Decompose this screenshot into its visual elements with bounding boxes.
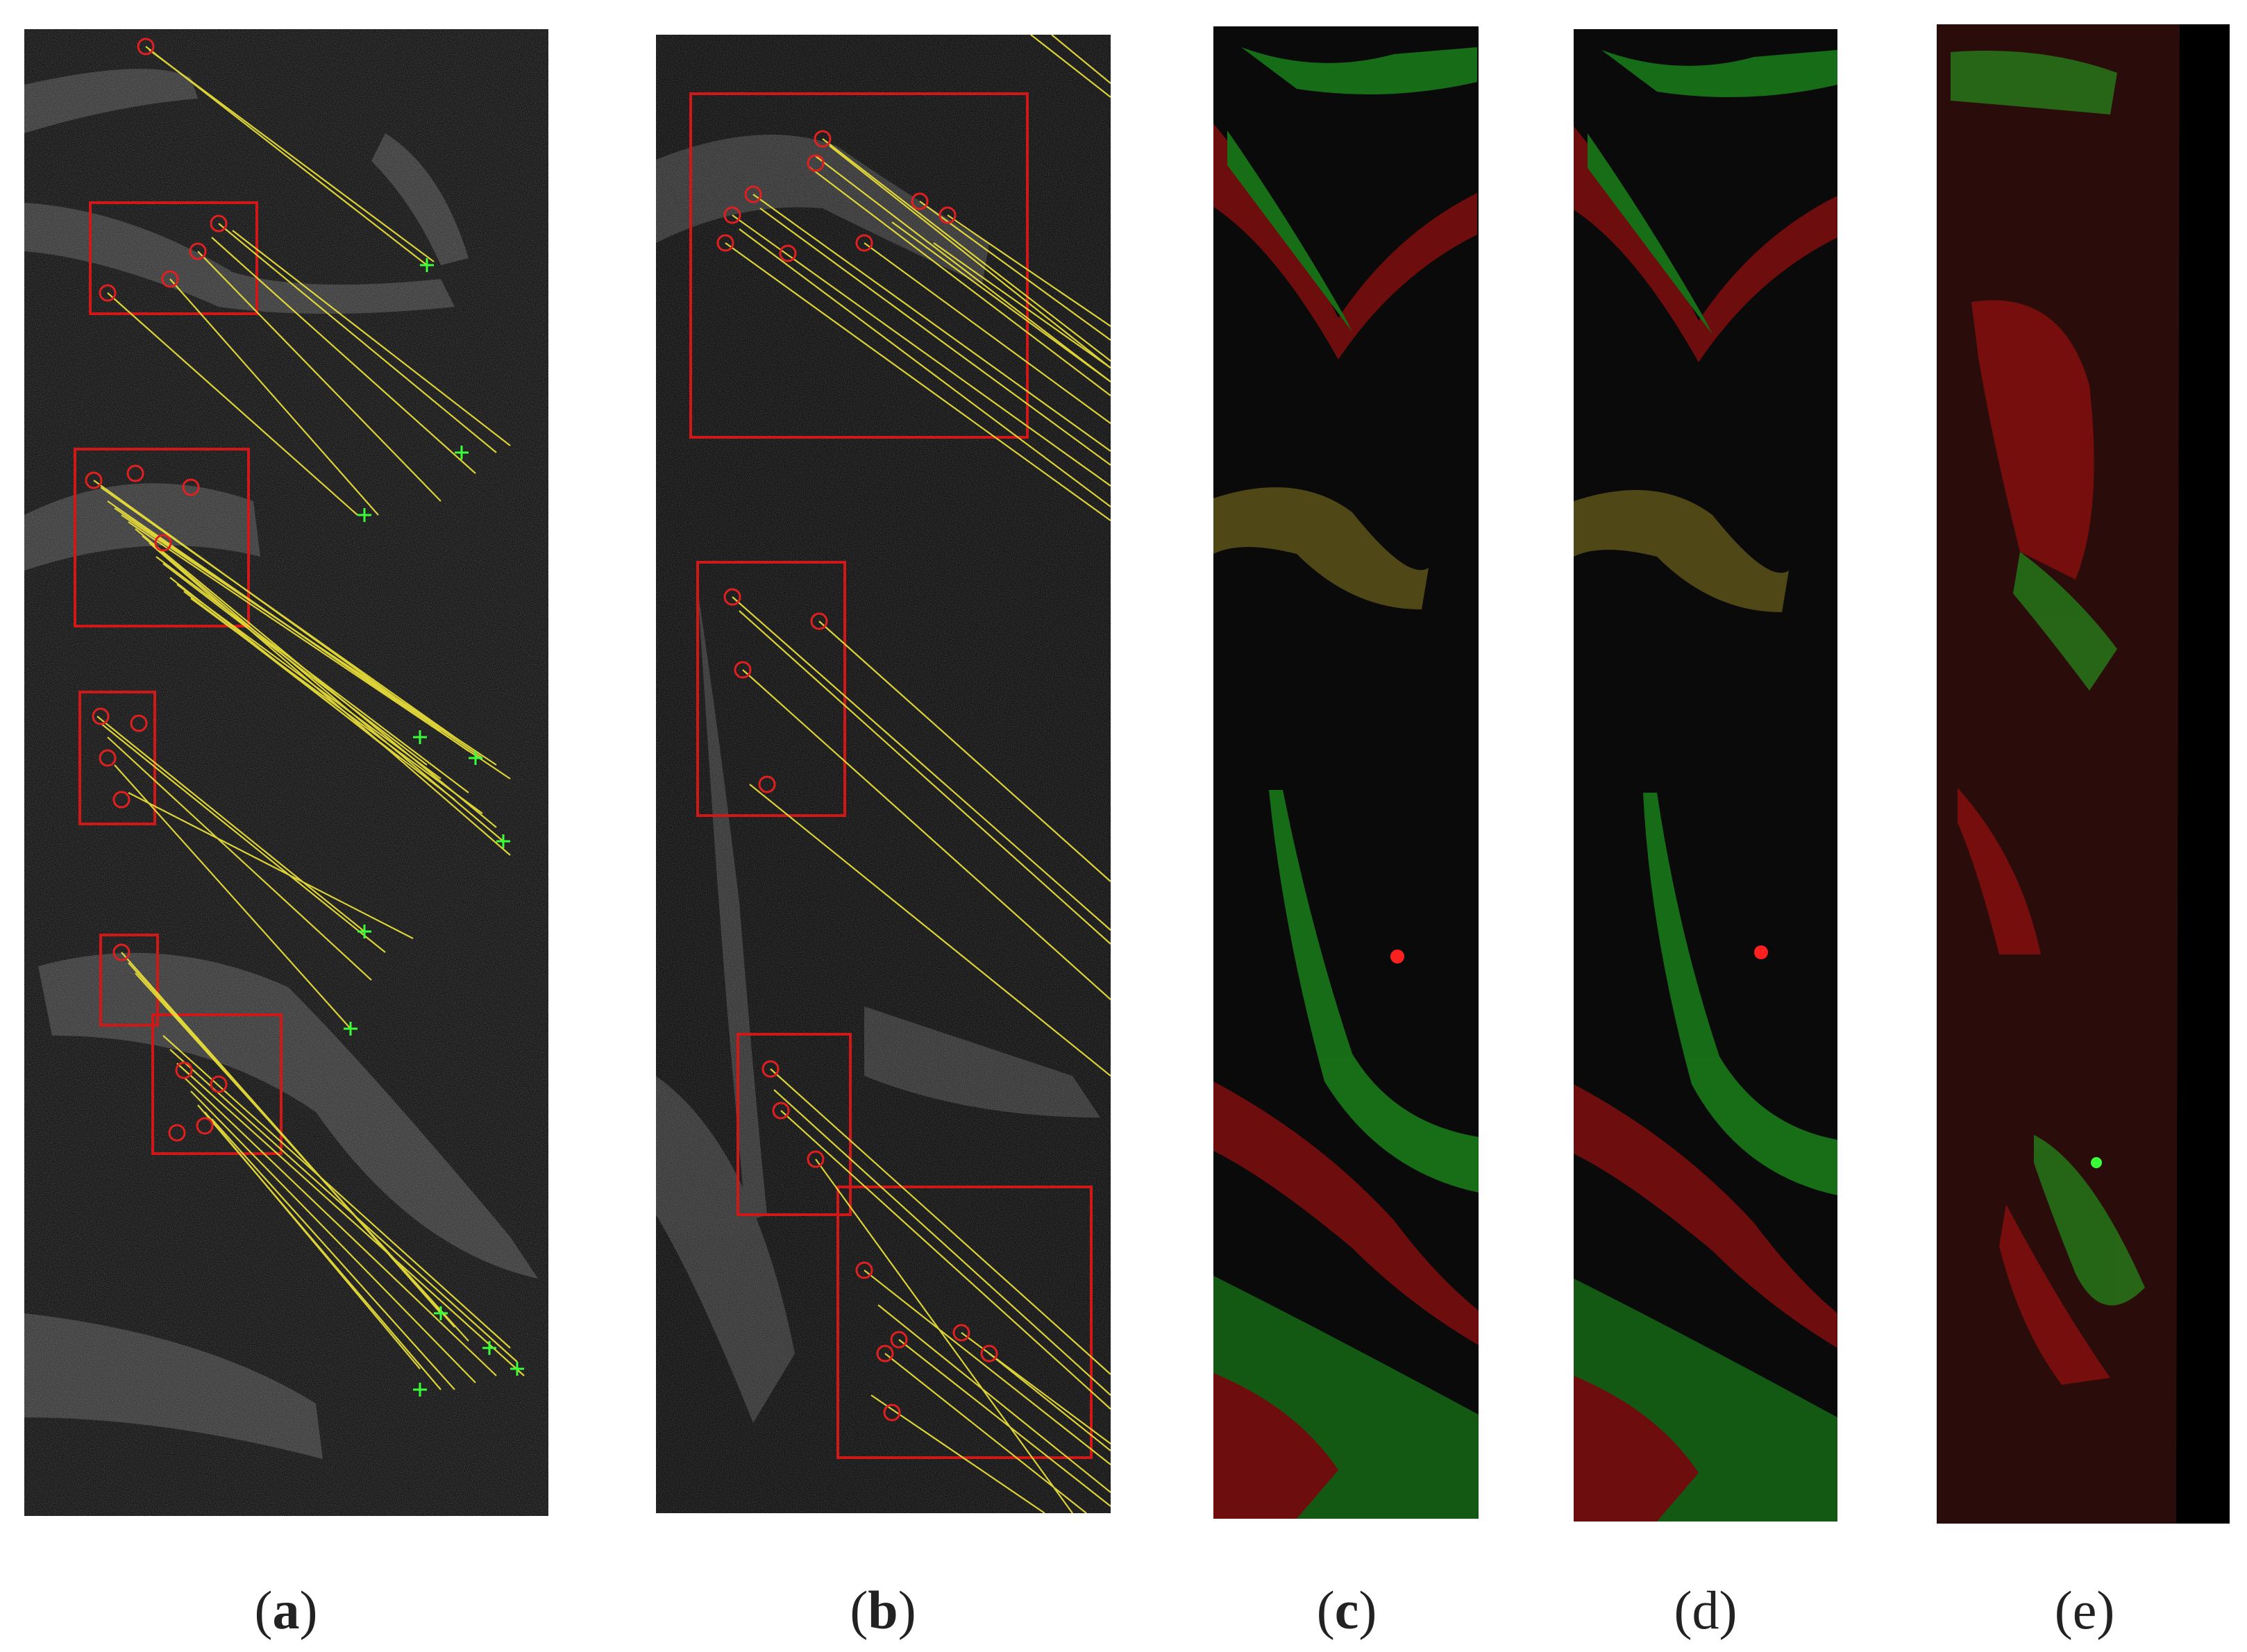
caption-open-paren: ( xyxy=(1674,1580,1692,1640)
panel-e-svg xyxy=(1937,24,2230,1524)
panel-c-svg xyxy=(1213,26,1479,1519)
caption-e: (e) xyxy=(1980,1579,2189,1642)
caption-close-paren: ) xyxy=(299,1580,318,1640)
caption-open-paren: ( xyxy=(254,1580,273,1640)
caption-letter: e xyxy=(2072,1580,2097,1640)
caption-letter: b xyxy=(868,1580,898,1640)
roi-box xyxy=(151,1013,283,1155)
panel-d-image xyxy=(1574,29,1837,1522)
caption-close-paren: ) xyxy=(1358,1580,1377,1640)
roi-box xyxy=(737,1033,852,1216)
roi-box xyxy=(696,561,846,817)
panel-a-image xyxy=(24,29,548,1516)
roi-box xyxy=(836,1186,1093,1459)
caption-close-paren: ) xyxy=(898,1580,916,1640)
roi-box xyxy=(74,448,250,627)
roi-box xyxy=(99,934,159,1027)
caption-letter: c xyxy=(1334,1580,1359,1640)
panel-c-image xyxy=(1213,26,1479,1519)
keypoints xyxy=(85,37,228,1142)
caption-letter: d xyxy=(1692,1580,1719,1640)
panel-e-image xyxy=(1937,24,2230,1524)
red-boxes xyxy=(689,92,1093,1459)
caption-open-paren: ( xyxy=(1316,1580,1335,1640)
caption-b: (b) xyxy=(779,1579,987,1642)
caption-letter: a xyxy=(272,1580,300,1640)
panel-a-svg xyxy=(24,29,548,1516)
panel-b-image xyxy=(656,35,1111,1513)
caption-d: (d) xyxy=(1601,1579,1810,1642)
caption-open-paren: ( xyxy=(850,1580,868,1640)
caption-close-paren: ) xyxy=(2096,1580,2115,1640)
caption-open-paren: ( xyxy=(2054,1580,2073,1640)
roi-box xyxy=(89,201,258,315)
keypoints xyxy=(716,130,998,1422)
roi-box xyxy=(689,92,1029,439)
caption-c: (c) xyxy=(1243,1579,1451,1642)
match-lines xyxy=(93,46,525,1390)
panel-d-svg xyxy=(1574,29,1837,1522)
caption-close-paren: ) xyxy=(1719,1580,1737,1640)
red-boxes xyxy=(74,201,283,1155)
panel-b-svg xyxy=(656,35,1111,1513)
roi-box xyxy=(78,691,156,825)
matched-markers xyxy=(344,258,524,1397)
match-lines xyxy=(725,35,1111,1513)
caption-a: (a) xyxy=(182,1579,390,1642)
